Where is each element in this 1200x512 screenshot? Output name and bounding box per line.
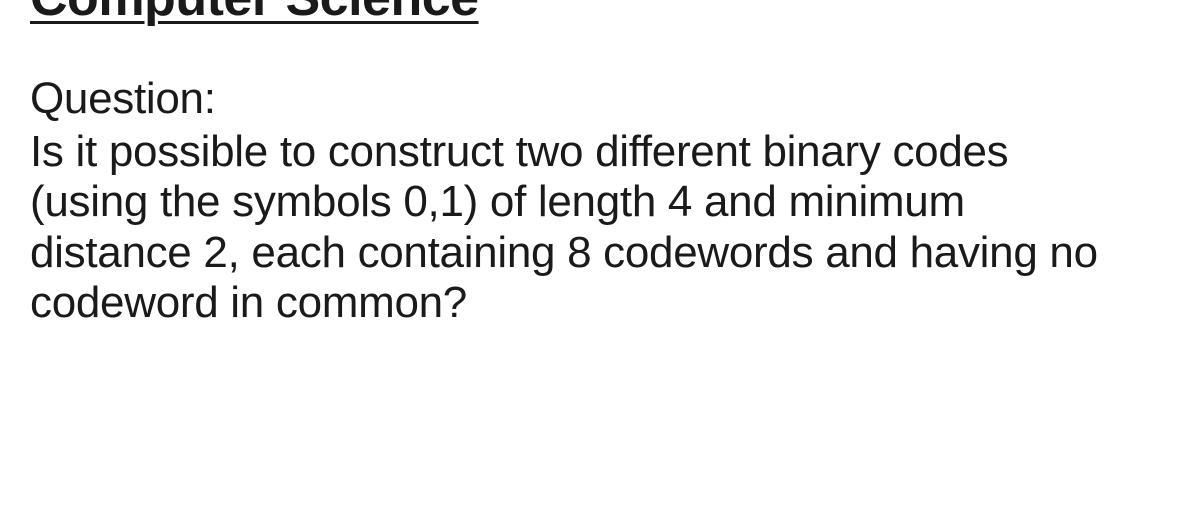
question-body: Is it possible to construct two differen…: [30, 127, 1130, 329]
document-page: Computer Science Question: Is it possibl…: [0, 0, 1200, 512]
category-heading: Computer Science: [30, 0, 479, 28]
question-block: Question: Is it possible to construct tw…: [30, 74, 1140, 329]
question-label: Question:: [30, 74, 1140, 125]
